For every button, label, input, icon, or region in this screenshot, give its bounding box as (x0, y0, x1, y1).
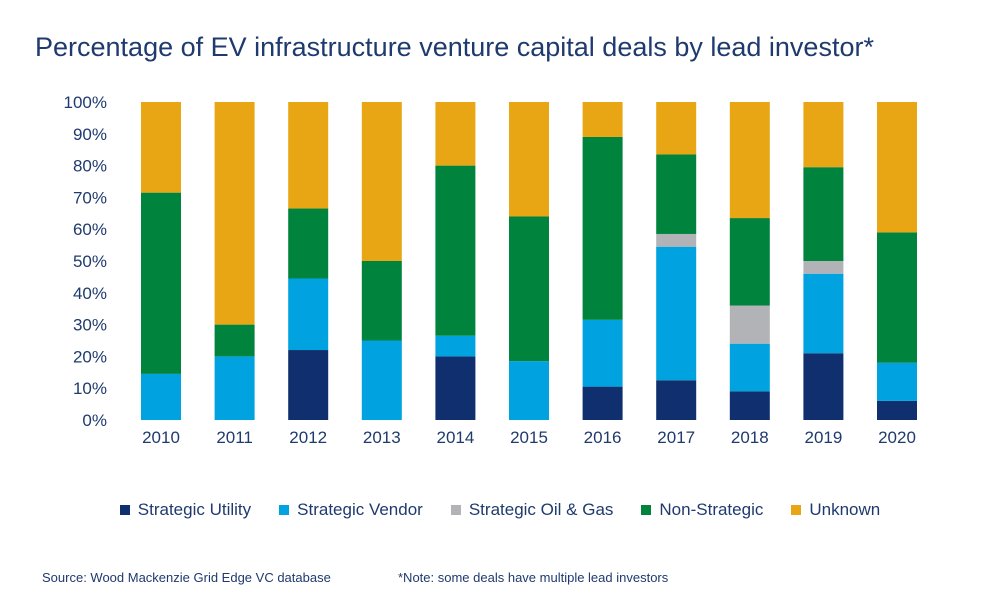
bar-segment-unknown-2018 (729, 102, 770, 219)
legend-label: Strategic Utility (137, 500, 252, 519)
bar-segment-strategic-utility-2017 (656, 380, 697, 420)
chart-title: Percentage of EV infrastructure venture … (35, 32, 874, 62)
bar-segment-unknown-2020 (877, 102, 917, 233)
legend: Strategic Utility Strategic Vendor Strateg… (0, 500, 1000, 520)
y-tick-label: 70% (73, 188, 107, 207)
x-tick-label: 2012 (289, 428, 327, 447)
stacked-bar-chart: 0%10%20%30%40%50%60%70%80%90%100% 2010 20… (64, 93, 917, 447)
bar-segment-strategic-vendor-2015 (509, 361, 549, 420)
y-tick-label: 60% (73, 220, 107, 239)
bar-segment-strategic-vendor-2020 (877, 362, 917, 401)
bar-segment-non-strategic-2013 (361, 261, 402, 341)
bar-segment-strategic-oil-gas-2018 (729, 305, 770, 344)
x-axis-tick-labels: 2010 2011 2012 2013 2014 2015 2016 2017 2018 2019… (142, 428, 916, 447)
legend-item: Strategic Oil & Gas (450, 500, 614, 520)
bar-segment-non-strategic-2018 (729, 218, 770, 306)
x-tick-label: 2013 (363, 428, 401, 447)
legend-swatch (450, 505, 461, 515)
bar-segment-unknown-2013 (361, 102, 402, 261)
legend-label: Strategic Oil & Gas (468, 500, 614, 519)
legend-item: Strategic Vendor (279, 500, 423, 520)
legend-swatch (791, 505, 802, 515)
bar-segment-strategic-vendor-2010 (141, 373, 181, 420)
bar-segment-non-strategic-2016 (582, 136, 623, 320)
y-tick-label: 100% (64, 93, 107, 112)
legend-swatch (279, 505, 290, 515)
bar-segment-non-strategic-2019 (803, 167, 844, 261)
bar-segment-unknown-2011 (214, 102, 255, 325)
legend-item: Unknown (791, 500, 880, 520)
bar-segment-unknown-2015 (509, 102, 549, 217)
x-tick-label: 2016 (584, 428, 622, 447)
source-note: Source: Wood Mackenzie Grid Edge VC data… (42, 570, 331, 585)
bar-segment-unknown-2012 (288, 102, 329, 209)
bar-segment-strategic-vendor-2019 (803, 273, 844, 354)
legend-swatch (641, 505, 652, 515)
y-tick-label: 50% (73, 252, 107, 271)
x-tick-label: 2020 (878, 428, 916, 447)
x-tick-label: 2010 (142, 428, 180, 447)
bar-segment-strategic-vendor-2014 (435, 335, 476, 357)
bar-segment-strategic-vendor-2011 (214, 356, 255, 420)
y-tick-label: 0% (82, 411, 107, 430)
bar-segment-strategic-vendor-2017 (656, 246, 697, 381)
x-tick-label: 2018 (731, 428, 769, 447)
x-tick-label: 2014 (436, 428, 474, 447)
bar-segment-strategic-vendor-2016 (582, 319, 623, 387)
bar-segment-strategic-oil-gas-2017 (656, 233, 697, 247)
legend-label: Strategic Vendor (297, 500, 423, 519)
bar-segment-strategic-vendor-2018 (729, 343, 770, 392)
bar-stacks (141, 102, 917, 420)
bar-segment-unknown-2016 (582, 102, 623, 137)
x-tick-label: 2015 (510, 428, 548, 447)
x-tick-label: 2017 (657, 428, 695, 447)
bar-segment-unknown-2010 (141, 102, 181, 193)
legend-item: Non-Strategic (641, 500, 763, 520)
bar-segment-unknown-2019 (803, 102, 844, 168)
bar-segment-strategic-utility-2012 (288, 350, 329, 420)
y-tick-label: 90% (73, 125, 107, 144)
legend-label: Unknown (809, 500, 881, 519)
bar-segment-strategic-vendor-2012 (288, 278, 329, 351)
bar-segment-strategic-utility-2016 (582, 386, 623, 420)
x-tick-label: 2011 (216, 428, 253, 447)
x-tick-label: 2019 (804, 428, 842, 447)
y-axis-tick-labels: 0% 10% 20% 30% 40% 50% 60% 70% 80% 90% 100% (64, 93, 107, 430)
bar-segment-strategic-utility-2020 (877, 400, 917, 420)
bar-segment-strategic-utility-2018 (729, 391, 770, 420)
bar-segment-non-strategic-2015 (509, 216, 549, 362)
bar-segment-non-strategic-2014 (435, 165, 476, 336)
bar-segment-strategic-utility-2014 (435, 356, 476, 420)
legend-item: Strategic Utility (119, 500, 252, 520)
y-tick-label: 30% (73, 316, 107, 335)
y-tick-label: 40% (73, 284, 107, 303)
footnote: *Note: some deals have multiple lead inv… (398, 570, 669, 585)
bar-segment-non-strategic-2020 (877, 232, 917, 363)
bar-segment-strategic-oil-gas-2019 (803, 261, 844, 274)
bar-segment-non-strategic-2017 (656, 154, 697, 234)
bar-segment-unknown-2014 (435, 102, 476, 166)
bar-segment-unknown-2017 (656, 102, 697, 155)
bar-segment-strategic-vendor-2013 (361, 340, 402, 420)
bar-segment-strategic-utility-2019 (803, 353, 844, 420)
bar-segment-non-strategic-2012 (288, 208, 329, 279)
legend-swatch (119, 505, 130, 515)
legend-label: Non-Strategic (659, 500, 764, 519)
y-tick-label: 10% (73, 379, 107, 398)
y-tick-label: 80% (73, 157, 107, 176)
y-tick-label: 20% (73, 347, 107, 366)
bar-segment-non-strategic-2010 (141, 192, 181, 374)
bar-segment-non-strategic-2011 (214, 324, 255, 357)
